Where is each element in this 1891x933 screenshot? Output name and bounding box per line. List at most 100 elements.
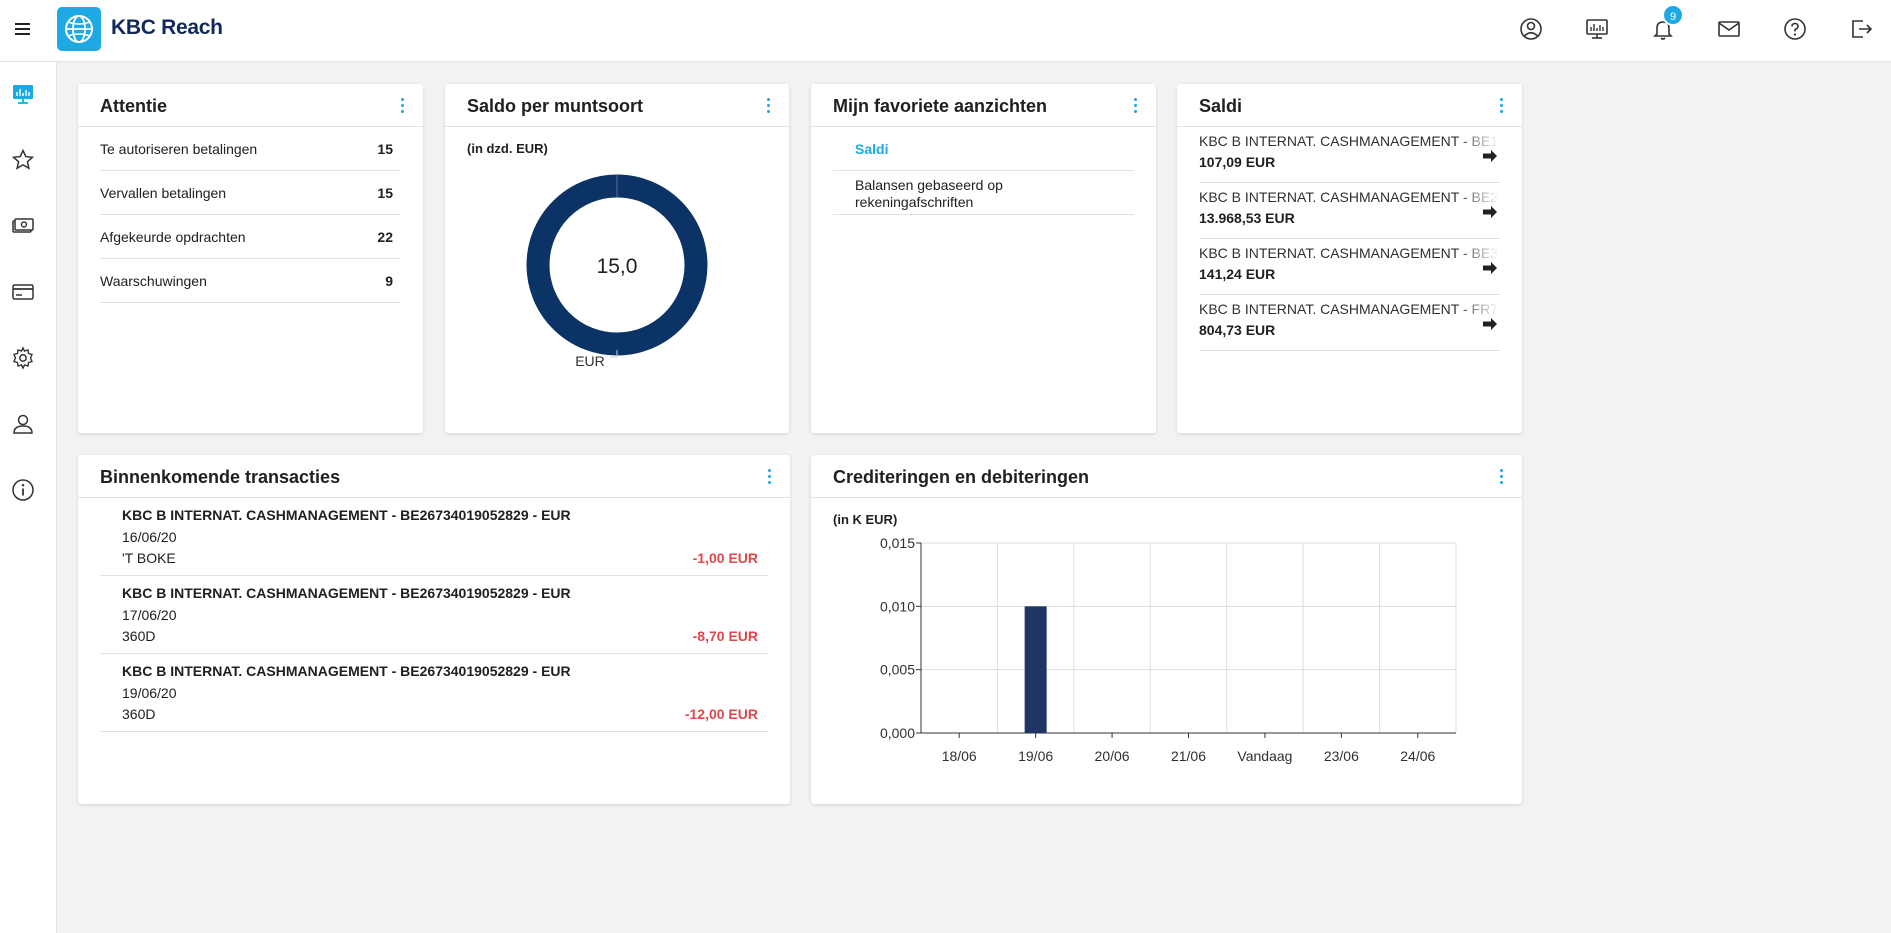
crediteringen-card: Crediteringen en debiteringen (in K EUR)… xyxy=(811,455,1522,804)
transaction-row[interactable]: KBC B INTERNAT. CASHMANAGEMENT - BE26734… xyxy=(100,576,768,654)
donut-center-value: 15,0 xyxy=(597,255,638,278)
saldo-muntsoort-card: Saldo per muntsoort (in dzd. EUR) 15,0 E… xyxy=(445,84,789,433)
account-balance: 141,24 EUR xyxy=(1199,266,1276,282)
mail-icon[interactable] xyxy=(1716,16,1742,42)
info-icon[interactable] xyxy=(11,478,35,502)
account-name: KBC B INTERNAT. CASHMANAGEMENT - BE2 xyxy=(1199,189,1498,205)
dashboard-icon[interactable] xyxy=(11,82,35,106)
kebab-menu-icon[interactable] xyxy=(1134,98,1138,114)
account-balance: 13.968,53 EUR xyxy=(1199,210,1295,226)
account-name: KBC B INTERNAT. CASHMANAGEMENT - FR7 xyxy=(1199,301,1498,317)
donut-chart: 15,0 EUR xyxy=(526,174,708,369)
transaction-account: KBC B INTERNAT. CASHMANAGEMENT - BE26734… xyxy=(122,663,571,679)
transaction-row[interactable]: KBC B INTERNAT. CASHMANAGEMENT - BE26734… xyxy=(100,498,768,576)
favorieten-card: Mijn favoriete aanzichten Saldi Balansen… xyxy=(811,84,1156,433)
transaction-amount: -12,00 EUR xyxy=(684,706,758,722)
unit-note: (in K EUR) xyxy=(833,512,898,527)
dashboard-icon[interactable] xyxy=(1584,16,1610,42)
transaction-description: 'T BOKE xyxy=(122,550,176,566)
y-tick-label: 0,010 xyxy=(880,598,915,614)
x-tick-label: 23/06 xyxy=(1324,748,1359,764)
transaction-description: 360D xyxy=(122,706,156,722)
gear-icon[interactable] xyxy=(11,346,35,370)
card-header: Mijn favoriete aanzichten xyxy=(811,84,1156,127)
attentie-item[interactable]: Waarschuwingen 9 xyxy=(100,259,401,303)
x-tick-label: 21/06 xyxy=(1171,748,1206,764)
card-title: Binnenkomende transacties xyxy=(100,467,341,487)
user-profile-icon[interactable] xyxy=(1518,16,1544,42)
bar[interactable] xyxy=(1024,606,1047,733)
donut-legend-label: EUR xyxy=(575,353,605,369)
card-title: Saldo per muntsoort xyxy=(467,96,644,116)
arrow-right-icon[interactable] xyxy=(1482,261,1498,275)
notification-badge[interactable]: 9 xyxy=(1662,4,1684,26)
transaction-account: KBC B INTERNAT. CASHMANAGEMENT - BE26734… xyxy=(122,507,571,523)
account-balance: 107,09 EUR xyxy=(1199,154,1276,170)
y-tick-label: 0,015 xyxy=(880,535,915,551)
favorite-link-saldi[interactable]: Saldi xyxy=(833,127,1134,171)
star-icon[interactable] xyxy=(11,148,35,172)
transaction-amount: -8,70 EUR xyxy=(692,628,758,644)
favorite-link-balansen[interactable]: Balansen gebaseerd op rekeningafschrifte… xyxy=(833,171,1134,215)
card-title: Attentie xyxy=(100,96,167,116)
top-bar: KBC Reach 9 xyxy=(0,0,1891,62)
transaction-date: 16/06/20 xyxy=(122,529,177,545)
arrow-right-icon[interactable] xyxy=(1482,149,1498,163)
saldo-row[interactable]: KBC B INTERNAT. CASHMANAGEMENT - BE1 107… xyxy=(1199,127,1500,183)
saldo-row[interactable]: KBC B INTERNAT. CASHMANAGEMENT - BE2 13.… xyxy=(1199,183,1500,239)
y-tick-label: 0,005 xyxy=(880,662,915,678)
account-name: KBC B INTERNAT. CASHMANAGEMENT - BE3 xyxy=(1199,245,1498,261)
item-label: Waarschuwingen xyxy=(100,273,207,289)
x-tick-label: Vandaag xyxy=(1237,748,1292,764)
arrow-right-icon[interactable] xyxy=(1482,317,1498,331)
transaction-date: 19/06/20 xyxy=(122,685,177,701)
attentie-card: Attentie Te autoriseren betalingen 15 Ve… xyxy=(78,84,423,433)
card-header: Saldo per muntsoort xyxy=(445,84,789,127)
menu-icon[interactable] xyxy=(13,20,33,38)
account-name: KBC B INTERNAT. CASHMANAGEMENT - BE1 xyxy=(1199,133,1498,149)
card-header: Crediteringen en debiteringen xyxy=(811,455,1522,498)
card-title: Saldi xyxy=(1199,96,1243,116)
kebab-menu-icon[interactable] xyxy=(401,98,405,114)
cash-icon[interactable] xyxy=(11,214,35,238)
transacties-card: Binnenkomende transacties KBC B INTERNAT… xyxy=(78,455,790,804)
transaction-description: 360D xyxy=(122,628,156,644)
x-tick-label: 20/06 xyxy=(1095,748,1130,764)
bar-chart: 0,000 0,005 0,010 0,015 18/06 19/06 20/06 21/06… xyxy=(880,535,1457,764)
attentie-item[interactable]: Te autoriseren betalingen 15 xyxy=(100,127,401,171)
item-label: Afgekeurde opdrachten xyxy=(100,229,246,245)
x-tick-label: 19/06 xyxy=(1018,748,1053,764)
saldo-row[interactable]: KBC B INTERNAT. CASHMANAGEMENT - BE3 141… xyxy=(1199,239,1500,295)
kebab-menu-icon[interactable] xyxy=(768,469,772,485)
user-icon[interactable] xyxy=(11,412,35,436)
arrow-right-icon[interactable] xyxy=(1482,205,1498,219)
globe-icon xyxy=(65,15,93,43)
attentie-item[interactable]: Afgekeurde opdrachten 22 xyxy=(100,215,401,259)
legend-connector xyxy=(610,350,618,358)
item-count: 15 xyxy=(377,141,393,157)
item-label: Vervallen betalingen xyxy=(100,185,227,201)
help-icon[interactable] xyxy=(1782,16,1808,42)
unit-note: (in dzd. EUR) xyxy=(467,141,548,156)
kebab-menu-icon[interactable] xyxy=(1500,98,1504,114)
account-balance: 804,73 EUR xyxy=(1199,322,1276,338)
y-tick-label: 0,000 xyxy=(880,725,915,741)
card-title: Mijn favoriete aanzichten xyxy=(833,96,1048,116)
attentie-item[interactable]: Vervallen betalingen 15 xyxy=(100,171,401,215)
logout-icon[interactable] xyxy=(1848,16,1874,42)
saldo-row[interactable]: KBC B INTERNAT. CASHMANAGEMENT - FR7 804… xyxy=(1199,295,1500,351)
card-title: Crediteringen en debiteringen xyxy=(833,467,1090,487)
item-count: 9 xyxy=(385,273,393,289)
transaction-row[interactable]: KBC B INTERNAT. CASHMANAGEMENT - BE26734… xyxy=(100,654,768,732)
card-header: Saldi xyxy=(1177,84,1522,127)
kebab-menu-icon[interactable] xyxy=(767,98,771,114)
kebab-menu-icon[interactable] xyxy=(1500,469,1504,485)
transaction-amount: -1,00 EUR xyxy=(692,550,758,566)
brand-name: KBC Reach xyxy=(111,16,223,39)
sidebar xyxy=(0,62,57,933)
card-header: Binnenkomende transacties xyxy=(78,455,790,498)
card-icon[interactable] xyxy=(11,280,35,304)
x-tick-label: 24/06 xyxy=(1400,748,1435,764)
transaction-date: 17/06/20 xyxy=(122,607,177,623)
kbc-logo[interactable] xyxy=(57,7,101,51)
